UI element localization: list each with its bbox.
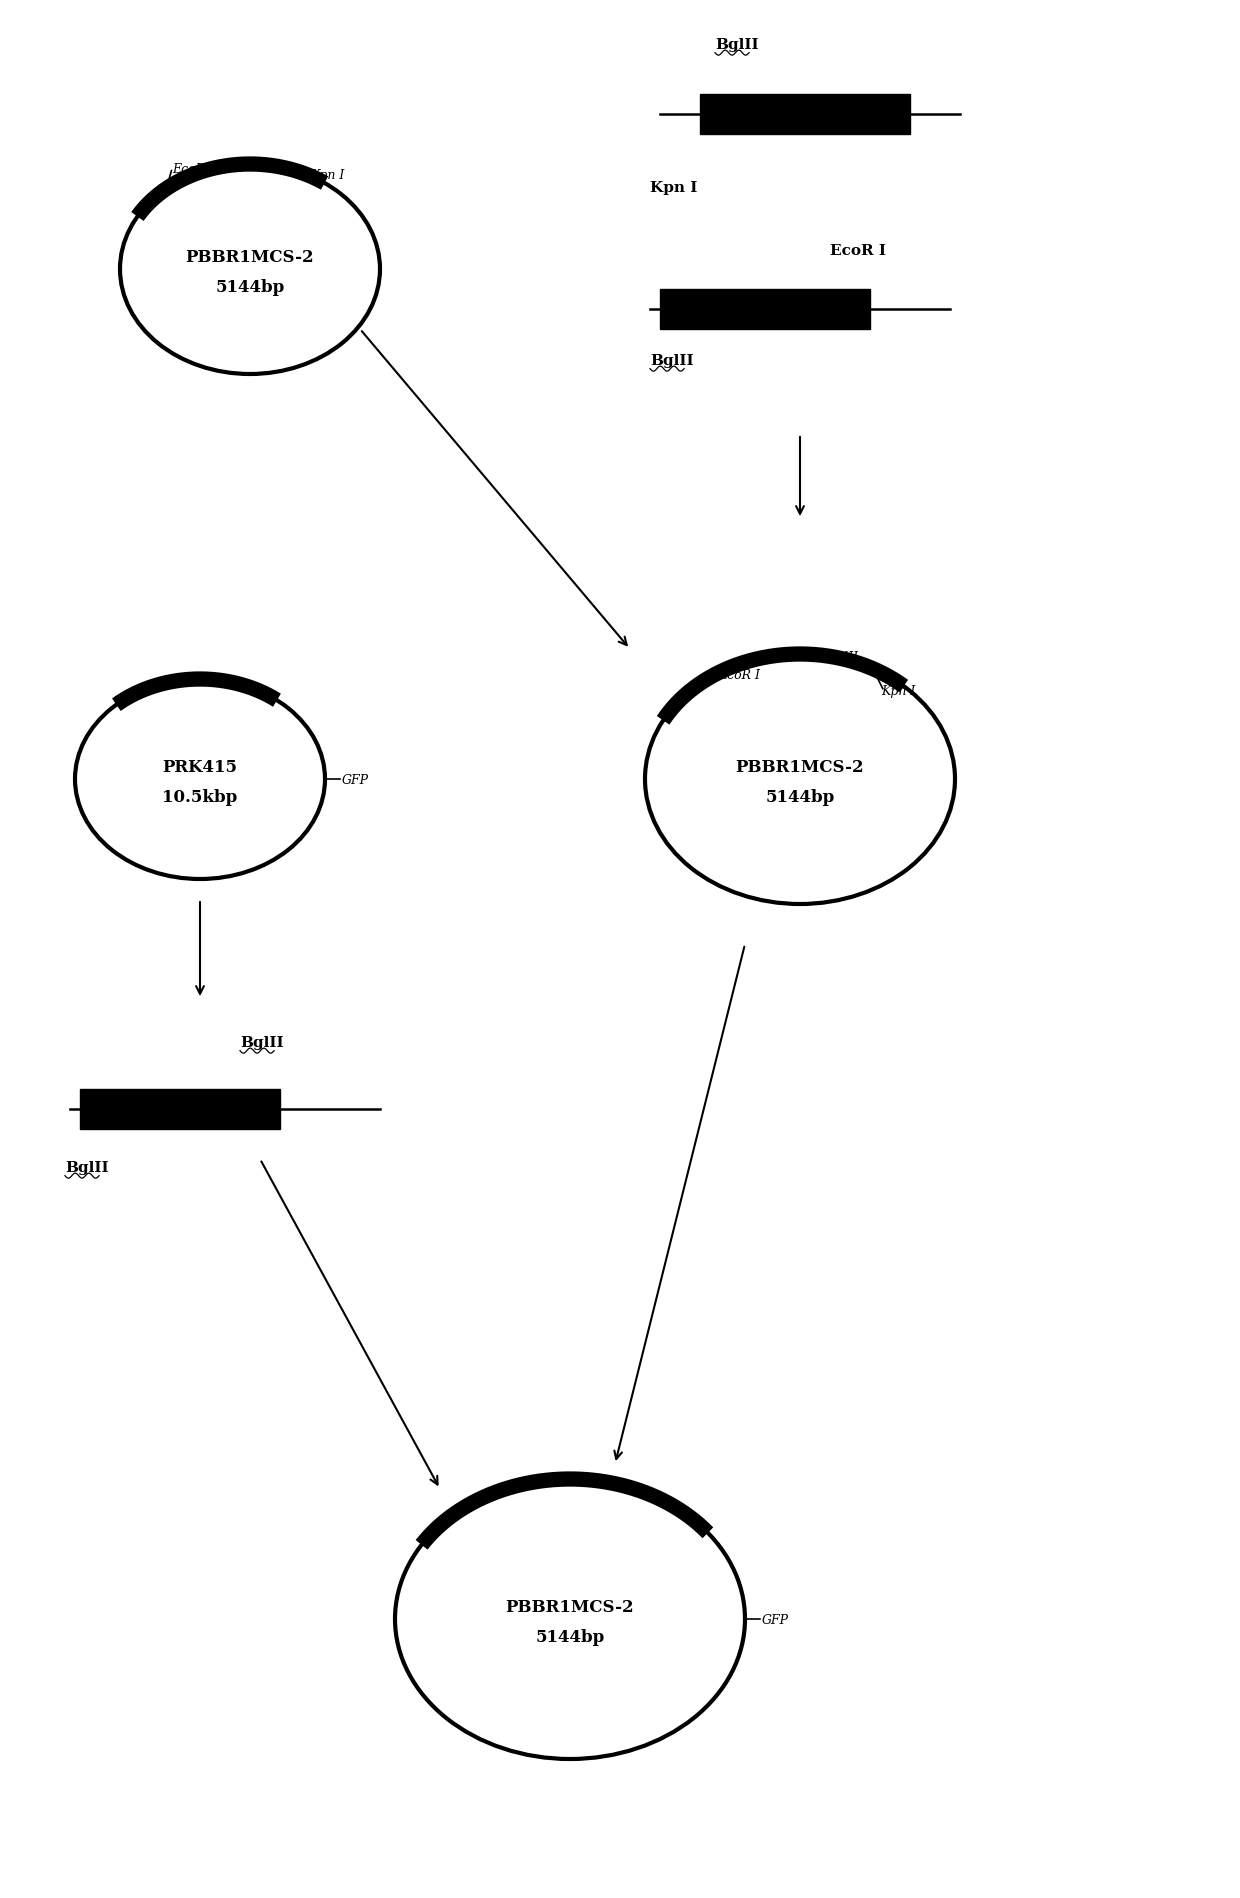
Text: Kpn I: Kpn I	[650, 180, 697, 195]
Text: PBBR1MCS-2: PBBR1MCS-2	[735, 759, 864, 776]
Text: 5144bp: 5144bp	[765, 790, 835, 807]
Text: BglII: BglII	[241, 1036, 284, 1050]
Text: PRK415: PRK415	[162, 759, 238, 776]
Text: 5144bp: 5144bp	[536, 1628, 605, 1646]
Text: PBBR1MCS-2: PBBR1MCS-2	[186, 249, 314, 266]
Text: Kpn I: Kpn I	[880, 685, 915, 698]
Text: 10.5kbp: 10.5kbp	[162, 790, 238, 807]
Text: GFP: GFP	[342, 772, 370, 786]
Text: EcoR I: EcoR I	[830, 243, 887, 258]
Text: EcoR I: EcoR I	[718, 668, 760, 681]
Text: BglII: BglII	[64, 1160, 109, 1175]
Text: EcoR I: EcoR I	[172, 163, 215, 177]
Text: BglII: BglII	[827, 651, 858, 664]
Text: GFP: GFP	[763, 1613, 789, 1627]
Text: 5144bp: 5144bp	[216, 279, 285, 296]
Text: PBBR1MCS-2: PBBR1MCS-2	[506, 1598, 635, 1615]
Bar	[81, 1089, 280, 1129]
Bar	[660, 290, 870, 330]
Text: BglII: BglII	[715, 38, 759, 51]
Bar	[701, 95, 910, 135]
Text: BglII: BglII	[650, 353, 693, 368]
Text: Kpn I: Kpn I	[310, 169, 345, 182]
